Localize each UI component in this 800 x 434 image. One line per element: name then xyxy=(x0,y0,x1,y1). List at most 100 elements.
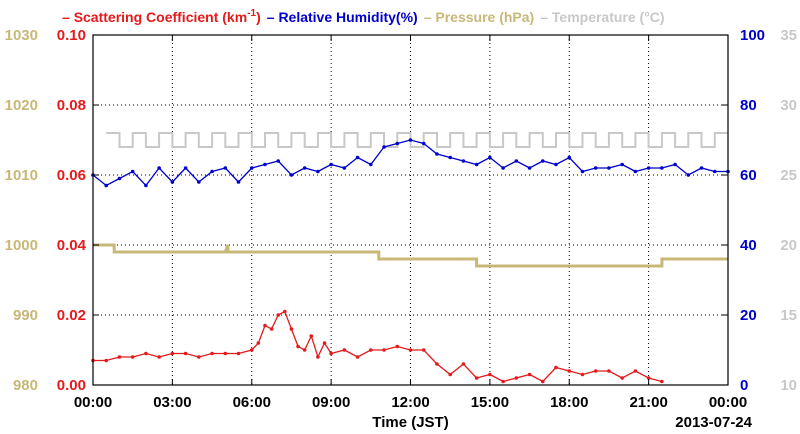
data-point-humidity xyxy=(633,169,638,174)
legend-dash: – xyxy=(62,9,74,25)
data-point-scattering xyxy=(660,379,664,384)
data-point-scattering xyxy=(421,348,426,352)
data-point-scattering xyxy=(382,348,386,352)
data-point-scattering xyxy=(302,348,307,352)
x-tick-label: 06:00 xyxy=(233,394,271,411)
data-point-humidity xyxy=(170,180,175,184)
data-point-humidity xyxy=(646,166,651,170)
data-point-scattering xyxy=(527,372,532,377)
scattering-axis-label: 0.08 xyxy=(57,97,86,114)
data-point-scattering xyxy=(435,362,439,366)
data-point-scattering xyxy=(170,351,175,356)
data-point-humidity xyxy=(342,166,347,170)
grid-lines xyxy=(93,35,728,385)
x-tick-label: 12:00 xyxy=(391,394,429,411)
data-point-humidity xyxy=(276,159,281,163)
humidity-axis-label: 80 xyxy=(740,97,757,114)
temperature-axis-label: 35 xyxy=(780,27,797,44)
data-point-scattering xyxy=(130,355,135,359)
scattering-axis-label: 0.00 xyxy=(57,377,86,394)
data-point-humidity xyxy=(316,169,320,174)
data-point-humidity xyxy=(183,166,188,170)
data-point-scattering xyxy=(117,355,122,359)
data-point-scattering xyxy=(355,355,360,359)
data-point-humidity xyxy=(540,159,545,163)
data-point-humidity xyxy=(302,166,307,170)
data-point-scattering xyxy=(296,344,300,349)
temperature-axis-label: 20 xyxy=(780,237,797,254)
pressure-axis-label: 1000 xyxy=(5,237,38,254)
pressure-axis-label: 1030 xyxy=(5,27,38,44)
data-point-scattering xyxy=(322,341,327,345)
data-point-humidity xyxy=(329,162,333,167)
data-point-humidity xyxy=(210,169,214,174)
temperature-axis-label: 10 xyxy=(780,377,797,394)
legend-label: Pressure (hPa) xyxy=(435,9,534,25)
x-tick-label: 18:00 xyxy=(550,394,588,411)
data-point-humidity xyxy=(395,141,400,146)
data-point-humidity xyxy=(488,155,492,160)
data-point-scattering xyxy=(554,365,558,370)
temperature-axis-label: 15 xyxy=(780,307,797,324)
data-point-scattering xyxy=(144,351,148,356)
x-tick-label: 15:00 xyxy=(471,394,509,411)
data-point-scattering xyxy=(633,369,638,373)
data-point-scattering xyxy=(607,369,611,373)
temperature-axis-label: 30 xyxy=(780,97,797,114)
data-point-humidity xyxy=(249,166,254,170)
series-line-scattering xyxy=(93,310,663,383)
x-axis-label: Time (JST) xyxy=(372,414,448,431)
data-point-scattering xyxy=(236,351,241,356)
data-point-scattering xyxy=(580,372,585,377)
date-label: 2013-07-24 xyxy=(675,414,752,431)
scattering-axis-label: 0.06 xyxy=(57,167,86,184)
data-point-scattering xyxy=(395,344,400,349)
x-tick-label: 00:00 xyxy=(709,394,747,411)
data-point-humidity xyxy=(408,138,413,142)
data-point-scattering xyxy=(593,369,598,373)
data-point-scattering xyxy=(540,379,545,384)
data-point-scattering xyxy=(369,348,373,352)
data-point-scattering xyxy=(408,348,413,352)
data-point-scattering xyxy=(514,376,519,380)
pressure-axis-label: 1020 xyxy=(5,97,38,114)
data-point-scattering xyxy=(104,358,109,363)
pressure-axis-label: 990 xyxy=(13,307,38,324)
data-point-humidity xyxy=(144,183,148,188)
legend-label: Scattering Coefficient (km xyxy=(74,9,247,25)
series-line-temperature xyxy=(106,132,728,148)
legend-dash: – xyxy=(267,9,279,25)
legend-close-paren: ) xyxy=(256,9,261,25)
data-point-scattering xyxy=(646,376,651,380)
data-point-humidity xyxy=(197,180,201,184)
data-point-scattering xyxy=(309,334,314,338)
humidity-axis-label: 0 xyxy=(740,377,748,394)
legend-dash: – xyxy=(540,9,552,25)
data-point-humidity xyxy=(223,166,228,170)
data-point-scattering xyxy=(197,355,201,359)
data-point-humidity xyxy=(474,162,479,167)
data-point-humidity xyxy=(355,155,360,160)
scattering-axis-label: 0.02 xyxy=(57,307,86,324)
legend-label: Temperature (°C) xyxy=(552,9,665,25)
data-point-scattering xyxy=(269,327,274,331)
data-point-scattering xyxy=(329,351,333,356)
temperature-axis-label: 25 xyxy=(780,167,797,184)
data-point-scattering xyxy=(567,369,572,373)
x-tick-label: 00:00 xyxy=(74,394,112,411)
legend-label: Relative Humidity(%) xyxy=(278,9,417,25)
data-point-scattering xyxy=(620,376,624,380)
x-tick-label: 03:00 xyxy=(153,394,191,411)
legend-dash: – xyxy=(424,9,436,25)
data-point-scattering xyxy=(501,379,505,384)
tick-labels: 00:00 03:00 06:00 09:00 12:00 15:00 18:00 21:00… xyxy=(5,27,797,411)
data-point-humidity xyxy=(130,169,135,174)
scattering-axis-label: 0.10 xyxy=(57,27,86,44)
data-point-scattering xyxy=(316,355,320,359)
legend: – Scattering Coefficient (km-1) – Relativ… xyxy=(62,8,665,25)
x-tick-label: 09:00 xyxy=(312,394,350,411)
data-point-scattering xyxy=(461,362,466,366)
humidity-axis-label: 20 xyxy=(740,307,757,324)
data-point-humidity xyxy=(461,159,466,163)
